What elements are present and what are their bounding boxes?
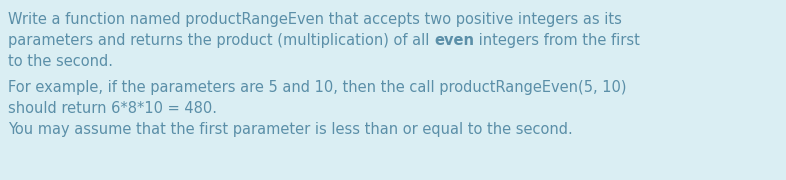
Text: should return 6*8*10 = 480.: should return 6*8*10 = 480.	[8, 101, 217, 116]
Text: parameters and returns the product (multiplication) of all: parameters and returns the product (mult…	[8, 33, 434, 48]
Text: integers from the first: integers from the first	[474, 33, 640, 48]
Text: You may assume that the first parameter is less than or equal to the second.: You may assume that the first parameter …	[8, 122, 573, 137]
Text: Write a function named productRangeEven that accepts two positive integers as it: Write a function named productRangeEven …	[8, 12, 622, 27]
Text: to the second.: to the second.	[8, 54, 113, 69]
Text: For example, if the parameters are 5 and 10, then the call productRangeEven(5, 1: For example, if the parameters are 5 and…	[8, 80, 626, 95]
Text: even: even	[434, 33, 474, 48]
